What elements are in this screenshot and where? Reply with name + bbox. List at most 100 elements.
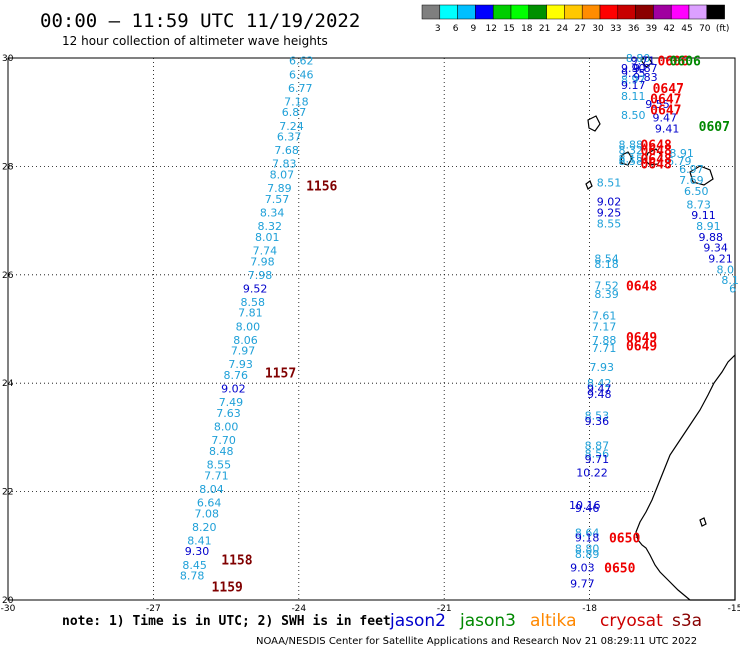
wave-height-value: 7.52	[594, 280, 619, 293]
wave-height-value: 7.71	[204, 469, 229, 482]
legend-entry: jason2	[389, 611, 446, 631]
x-axis-ticks: -30 -27 -24 -21 -18 -15	[1, 604, 740, 614]
wave-height-value: 9.03	[570, 561, 595, 574]
wave-height-value: 7.98	[250, 255, 275, 268]
track-time-label: 1158	[221, 553, 252, 568]
wave-height-value: 7.69	[679, 174, 704, 187]
chart-title: 00:00 – 11:59 UTC 11/19/2022	[40, 10, 360, 32]
wave-height-value: 8.78	[180, 570, 205, 583]
track-time-label: 0606	[670, 55, 701, 70]
wave-height-value: 8.51	[597, 177, 622, 190]
color-swatch	[564, 4, 583, 20]
color-scale-label: 30	[592, 24, 604, 34]
track-time-label: 0649	[626, 339, 657, 354]
wave-height-value: 8.34	[260, 206, 285, 219]
wave-height-value: 8.64	[575, 526, 600, 539]
wave-height-value: 8.97	[621, 74, 646, 87]
color-scale-label: 6	[453, 24, 459, 34]
track-time-label: 1156	[306, 179, 337, 194]
y-axis-ticks: 20 22 24 26 28 30	[2, 54, 14, 606]
wave-height-value: 9.25	[621, 67, 646, 80]
y-tick-label: 26	[2, 271, 14, 281]
y-tick-label: 24	[2, 379, 14, 389]
wave-height-value: 7.74	[253, 244, 278, 257]
wave-height-value: 9.52	[243, 282, 268, 295]
wave-height-value: 8.42	[587, 377, 612, 390]
track-time-label: 0647	[653, 82, 684, 97]
color-scale-bar: 3 6 9 12 15 18 21 24 27 30 33 36 39 42 45 70 (ft)	[421, 4, 729, 34]
wave-height-value: 7.63	[216, 407, 241, 420]
madeira-island	[640, 56, 653, 68]
wave-height-value: 6.37	[277, 131, 302, 144]
color-swatch	[688, 4, 708, 20]
color-scale-label: 39	[646, 24, 658, 34]
wave-height-value: 8.73	[686, 198, 711, 211]
track-time-label: 0607	[699, 120, 730, 135]
color-swatch	[475, 4, 494, 20]
wave-height-value: 7.17	[592, 320, 617, 333]
wave-height-value: 9.02	[597, 196, 622, 209]
wave-height-value: 8.87	[585, 440, 610, 453]
plot-frame	[7, 57, 736, 601]
wave-height-value: 7.93	[228, 358, 253, 371]
y-tick-label: 20	[2, 596, 14, 606]
color-swatch	[599, 4, 619, 20]
wave-height-value: 8.1	[721, 274, 739, 287]
wave-height-value: 6.62	[289, 55, 314, 68]
wave-height-value: 10.16	[569, 499, 601, 512]
color-scale-label: 15	[503, 24, 514, 34]
color-scale-label: 70	[699, 24, 711, 34]
wave-height-value: 8.56	[585, 448, 610, 461]
wave-height-value: 6.79	[667, 155, 692, 168]
track-time-label: 0647	[650, 93, 681, 108]
footer-credit: NOAA/NESDIS Center for Satellite Applica…	[256, 636, 697, 647]
chart-subtitle: 12 hour collection of altimeter wave hei…	[62, 34, 328, 48]
wave-height-value: 8.32	[257, 220, 282, 233]
wave-height-value: 8.54	[594, 253, 619, 266]
wave-height-value: 8.50	[621, 109, 646, 122]
legend-entry: s3a	[672, 611, 702, 631]
x-tick-label: -27	[146, 604, 161, 614]
wave-height-value: 7.83	[272, 158, 297, 171]
legend-entry: altika	[530, 611, 577, 631]
y-tick-label: 28	[2, 162, 14, 172]
wave-height-value: 9.71	[585, 453, 610, 466]
wave-height-value: 6.97	[679, 163, 704, 176]
track-time-label: 0648	[626, 280, 657, 295]
track-time-label: 1159	[212, 580, 243, 595]
wave-height-value: 8.00	[214, 421, 239, 434]
wave-height-value: 9.90	[621, 62, 646, 75]
wave-height-value: 8.53	[585, 410, 610, 423]
wave-height-value: 8.45	[182, 559, 207, 572]
color-swatch	[457, 4, 476, 20]
wave-height-value: 9.77	[570, 578, 595, 591]
wave-height-value: 6.46	[289, 68, 314, 81]
wave-height-value: 8.11	[621, 90, 646, 103]
x-tick-label: -30	[1, 604, 16, 614]
wave-height-value: 8.01	[255, 231, 280, 244]
color-swatch	[510, 4, 530, 20]
wave-height-value: 7.49	[219, 396, 244, 409]
wave-height-value: 8.41	[187, 534, 212, 547]
y-tick-label: 30	[2, 54, 14, 64]
wave-height-value: 8.00	[236, 320, 261, 333]
wave-height-value: 9.83	[633, 71, 658, 84]
canary-island-3	[689, 165, 714, 186]
wave-height-value: 9.47	[652, 112, 677, 125]
track-time-label: 0648	[640, 144, 671, 159]
wave-height-value: 8.0	[717, 263, 735, 276]
color-scale-label: 45	[681, 24, 692, 34]
wave-height-value: 7.61	[592, 309, 617, 322]
wave-height-value: 9.18	[575, 532, 600, 545]
wave-height-value: 8.58	[241, 296, 266, 309]
color-scale-label: 21	[539, 24, 550, 34]
wave-height-value: 8.89	[575, 548, 600, 561]
wave-height-value: 9.71	[631, 55, 656, 68]
wave-height-value: 9.46	[575, 502, 600, 515]
track-time-label: 0606	[657, 55, 688, 70]
wave-height-value: 6.64	[197, 496, 222, 509]
track-time-label: 0649	[626, 331, 657, 346]
color-scale-label: 27	[574, 24, 585, 34]
color-swatch	[528, 4, 547, 20]
